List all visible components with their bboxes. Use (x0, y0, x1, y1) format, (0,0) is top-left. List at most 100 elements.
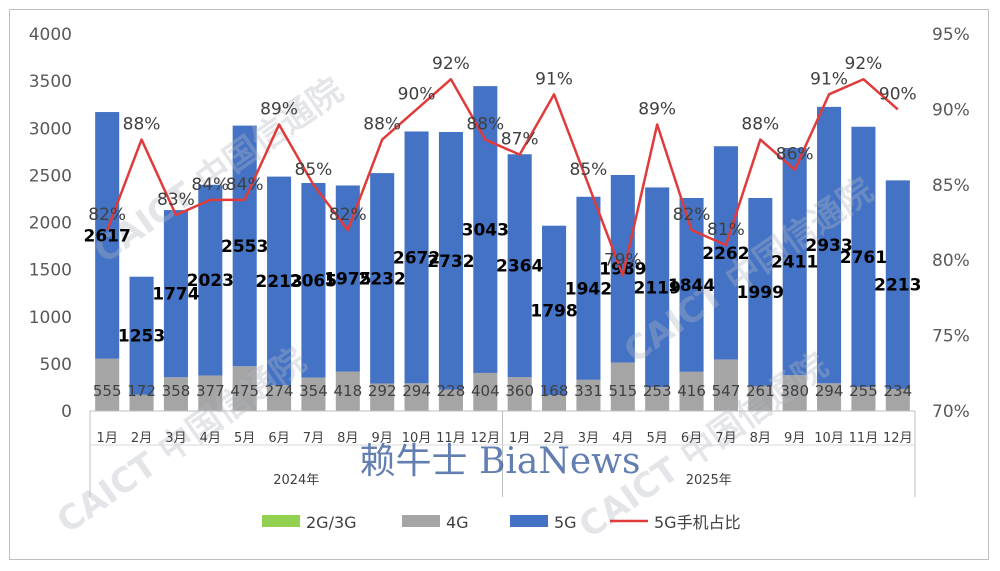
bar-4g (817, 383, 842, 411)
bar-5g (163, 210, 188, 378)
label-5g: 2232 (359, 269, 406, 289)
y-right-tick-label: 95% (932, 25, 970, 45)
bar-5g (473, 86, 498, 373)
label-5g-share: 85% (295, 160, 333, 180)
bar-4g (851, 386, 876, 411)
label-4g: 418 (333, 382, 362, 400)
label-5g-share: 90% (398, 84, 436, 104)
y-right-tick-label: 70% (932, 402, 970, 422)
x-tick-label: 9月 (372, 431, 393, 446)
label-5g-share: 92% (845, 54, 883, 74)
x-tick-label: 7月 (303, 431, 324, 446)
label-5g: 2213 (874, 276, 921, 296)
label-4g: 377 (196, 382, 225, 400)
label-5g-share: 90% (879, 84, 917, 104)
label-5g: 2411 (771, 253, 818, 273)
bar-5g (610, 174, 635, 363)
label-5g: 2933 (805, 236, 852, 256)
label-5g: 1942 (565, 279, 612, 299)
y-left-tick-label: 2000 (29, 214, 72, 234)
label-4g: 404 (471, 382, 500, 400)
label-5g: 2119 (634, 278, 681, 298)
bar-4g (679, 371, 704, 411)
y-left-tick-label: 4000 (29, 25, 72, 45)
bar-4g (438, 389, 463, 411)
label-5g-share: 89% (260, 99, 298, 119)
bar-5g (232, 125, 257, 367)
label-5g: 1999 (737, 283, 784, 303)
label-4g: 172 (127, 382, 156, 400)
y-right-tick-label: 85% (932, 176, 970, 196)
bianews-watermark: 赖牛士 BiaNews (360, 441, 641, 482)
label-5g-share: 89% (638, 99, 676, 119)
chart-frame: 0 500 1000 1500 2000 2500 3000 3500 4000 70% 75% 80… (9, 9, 989, 560)
combo-chart: 0 500 1000 1500 2000 2500 3000 3500 4000 70% 75% 80… (29, 25, 970, 547)
label-4g: 331 (574, 382, 603, 400)
label-5g-share: 88% (123, 115, 161, 135)
bar-4g (95, 358, 120, 411)
x-tick-label: 11月 (436, 431, 466, 446)
bar-4g (748, 386, 773, 411)
label-4g: 294 (815, 382, 844, 400)
bar-4g (542, 395, 567, 411)
label-5g: 2023 (187, 271, 234, 291)
x-tick-label: 6月 (268, 431, 289, 446)
bar-5g (438, 132, 463, 390)
label-5g-share: 81% (707, 220, 745, 240)
label-4g: 515 (608, 382, 637, 400)
bar-4g (163, 377, 188, 411)
label-5g-share: 92% (432, 54, 470, 74)
label-5g: 2213 (255, 272, 302, 292)
label-5g: 1798 (530, 301, 577, 321)
bar-4g (713, 359, 738, 411)
label-4g: 234 (883, 382, 912, 400)
x-tick-label: 9月 (784, 431, 805, 446)
y-right-tick-label: 75% (932, 327, 970, 347)
x-tick-label: 6月 (681, 431, 702, 446)
legend-swatch (262, 515, 300, 527)
bar-5g (129, 276, 154, 395)
label-5g-share: 82% (329, 205, 367, 225)
label-5g-share: 83% (157, 190, 195, 210)
bar-5g (713, 146, 738, 360)
x-tick-label: 3月 (578, 431, 599, 446)
bar-5g (748, 197, 773, 387)
label-5g: 3043 (462, 221, 509, 241)
bar-5g (335, 185, 360, 372)
bar-5g (576, 196, 601, 380)
label-4g: 354 (299, 382, 328, 400)
bar-4g (301, 377, 326, 411)
label-4g: 358 (162, 382, 191, 400)
x-tick-label: 11月 (849, 431, 879, 446)
y-right-tick-label: 80% (932, 251, 970, 271)
bar-5g (782, 147, 807, 376)
x-tick-label: 8月 (337, 431, 358, 446)
label-4g: 255 (849, 382, 878, 400)
label-5g: 2553 (221, 237, 268, 257)
label-5g-share: 91% (810, 69, 848, 89)
y-left-tick-label: 500 (40, 355, 72, 375)
label-5g-share: 84% (191, 175, 229, 195)
label-5g-share: 82% (673, 205, 711, 225)
label-5g: 2262 (702, 244, 749, 264)
bar-5g (370, 173, 395, 384)
x-tick-label: 8月 (750, 431, 771, 446)
label-5g: 1844 (668, 276, 715, 296)
label-5g: 1774 (152, 285, 199, 305)
label-4g: 416 (677, 382, 706, 400)
bar-5g (645, 187, 670, 388)
y-right-tick-label: 90% (932, 100, 970, 120)
label-4g: 294 (402, 382, 431, 400)
bar-5g (542, 225, 567, 396)
label-5g: 1253 (118, 327, 165, 347)
x-tick-label: 2月 (543, 431, 564, 446)
x-tick-label: 10月 (402, 431, 432, 446)
bar-5g (95, 112, 120, 359)
x-tick-label: 7月 (715, 431, 736, 446)
bar-4g (267, 385, 292, 411)
group-label: 2024年 (273, 473, 319, 488)
label-5g-share: 79% (604, 250, 642, 270)
x-tick-label: 1月 (97, 431, 118, 446)
legend-label: 2G/3G (306, 513, 357, 532)
label-5g-share: 84% (226, 175, 264, 195)
